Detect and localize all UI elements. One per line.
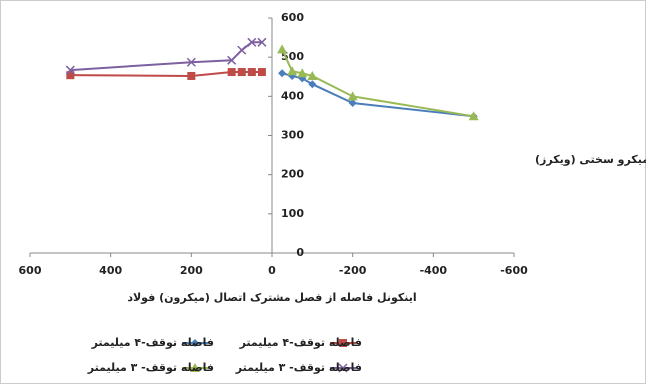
- marker: [277, 44, 288, 54]
- legend-marker: [339, 339, 347, 347]
- legend-label: فاصله توقف- ۳ میلیمتر: [235, 361, 362, 374]
- marker: [297, 68, 308, 78]
- x-tick-label: 200: [180, 264, 203, 277]
- series-line: [70, 41, 262, 72]
- legend-marker: [190, 363, 200, 372]
- marker: [237, 68, 246, 77]
- marker: [247, 37, 257, 47]
- x-tick-label: -200: [339, 264, 367, 277]
- marker: [247, 68, 256, 77]
- marker: [308, 80, 317, 89]
- marker: [257, 68, 266, 77]
- y-tick-label: 400: [281, 89, 304, 102]
- marker: [237, 45, 247, 55]
- y-tick-label: 200: [281, 168, 304, 181]
- legend-label: فاصله توقف- ۳ میلیمتر: [87, 361, 214, 374]
- legend-marker: [338, 363, 348, 373]
- x-tick-label: 600: [19, 264, 42, 277]
- marker: [66, 71, 75, 80]
- series-line: [281, 48, 474, 118]
- legend-label: فاصله توقف-۴ میلیمتر: [91, 336, 214, 349]
- legend-marker: [191, 339, 199, 347]
- y-tick-label: 100: [281, 207, 304, 220]
- marker: [187, 71, 196, 80]
- legend-label: فاصله توقف-۴ میلیمتر: [239, 336, 362, 349]
- x-axis-title: اینکونل فاصله از فصل مشترک اتصال (میکرون…: [127, 291, 416, 304]
- marker: [347, 91, 358, 101]
- y-tick-label: 600: [281, 11, 304, 24]
- marker: [227, 55, 237, 65]
- x-tick-label: 0: [268, 264, 276, 277]
- marker: [257, 37, 267, 47]
- marker: [186, 57, 196, 67]
- y-axis-title: میکرو سختی (ویکرز): [535, 153, 646, 166]
- marker: [307, 70, 318, 80]
- marker: [278, 69, 287, 78]
- marker: [468, 111, 479, 121]
- x-tick-label: -400: [420, 264, 448, 277]
- marker: [287, 66, 298, 76]
- x-tick-label: 400: [99, 264, 122, 277]
- x-tick-label: -600: [500, 264, 528, 277]
- marker: [227, 68, 236, 77]
- y-tick-label: 0: [296, 246, 304, 259]
- marker: [65, 65, 75, 75]
- y-tick-label: 300: [281, 129, 304, 142]
- marker: [348, 98, 357, 107]
